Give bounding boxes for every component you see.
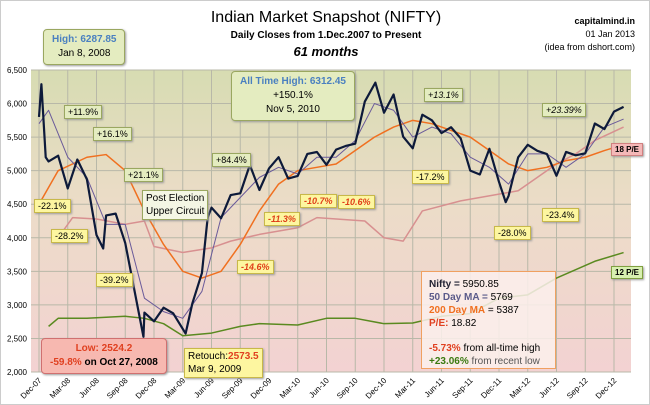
election-line2: Upper Circuit (146, 206, 205, 217)
brand: capitalmind.in (574, 16, 635, 26)
drawdown-callout: -23.4% (542, 208, 579, 222)
x-tick-label: Mar-09 (163, 376, 188, 401)
date: 01 Jan 2013 (585, 29, 635, 39)
low-label: Low: 2524.2 (75, 343, 133, 354)
ath-pct-text: from all-time high (463, 343, 541, 354)
y-tick-label: 2,000 (7, 368, 28, 377)
election-line1: Post Election (146, 193, 205, 204)
pe-value: 18.82 (451, 318, 477, 329)
y-tick-label: 6,000 (7, 100, 28, 109)
credit: (idea from dshort.com) (544, 42, 635, 52)
low-date: on Oct 27, 2008 (84, 357, 158, 368)
y-tick-label: 4,500 (7, 200, 28, 209)
gain-callout: +23.39% (542, 103, 586, 117)
pe18-label: 18 P/E (611, 143, 644, 156)
nifty-value: 5950.85 (462, 279, 499, 290)
ma50-label: 50 Day MA = (429, 292, 488, 303)
y-tick-label: 2,500 (7, 334, 28, 343)
chart-title: Indian Market Snapshot (NIFTY) (210, 9, 442, 26)
chart-subtitle: Daily Closes from 1.Dec.2007 to Present (230, 30, 422, 41)
ma200-label: 200 Day MA (429, 305, 486, 316)
x-tick-label: Sep-09 (220, 376, 245, 401)
low-pct-value: +23.06% (429, 356, 469, 367)
x-tick-label: Mar-11 (393, 376, 417, 400)
x-tick-label: Jun-10 (307, 376, 331, 400)
high-date: Jan 8, 2008 (58, 48, 111, 59)
nifty-label: Nifty = (429, 279, 460, 290)
x-tick-label: Mar-10 (278, 376, 303, 401)
gain-callout: +16.1% (93, 127, 132, 141)
drawdown-callout: -11.3% (264, 212, 300, 226)
series-nifty (37, 81, 625, 338)
ath-pct-value: -5.73% (429, 343, 461, 354)
drawdown-callout: -22.1% (34, 199, 71, 213)
y-tick-label: 3,500 (7, 267, 28, 276)
x-tick-label: Sep-12 (565, 376, 590, 401)
drawdown-callout: -17.2% (412, 170, 449, 184)
x-tick-label: Jun-09 (192, 376, 216, 400)
low-pct-text: from recent low (471, 356, 540, 367)
drawdown-callout: -39.2% (96, 273, 133, 287)
info-box: Nifty = 5950.85 50 Day MA = 5769 200 Day… (421, 271, 556, 369)
drawdown-callout: -28.0% (494, 226, 531, 240)
y-tick-label: 4,000 (7, 234, 28, 243)
ath-label: All Time High: 6312.45 (240, 76, 346, 87)
y-tick-label: 5,500 (7, 133, 28, 142)
x-tick-label: Dec-10 (364, 376, 389, 401)
retouch-value: 2573.5 (228, 351, 259, 362)
ath-pct: +150.1% (273, 90, 313, 101)
high-label: High: 6287.85 (52, 34, 117, 45)
ma50-value: 5769 (490, 292, 513, 303)
election-callout: Post Election Upper Circuit (142, 190, 209, 220)
gain-callout: +84.4% (212, 153, 251, 167)
series-50-day-ma (38, 103, 624, 319)
low-callout: Low: 2524.2 -59.8% on Oct 27, 2008 (41, 338, 167, 374)
x-tick-label: Jun-12 (537, 376, 561, 400)
y-tick-label: 6,500 (7, 66, 28, 75)
retouch-callout: Retouch:2573.5 Mar 9, 2009 (184, 348, 263, 378)
drawdown-callout: -28.2% (51, 229, 88, 243)
x-tick-label: Dec-07 (19, 376, 44, 401)
x-tick-label: Sep-10 (335, 376, 360, 401)
retouch-label: Retouch: (188, 351, 229, 362)
x-tick-label: Dec-12 (594, 376, 619, 401)
gain-callout: +21.1% (124, 168, 163, 182)
low-pct: -59.8% (50, 357, 82, 368)
x-tick-label: Mar-12 (508, 376, 533, 401)
x-tick-label: Sep-08 (105, 376, 130, 401)
y-tick-label: 5,000 (7, 167, 28, 176)
brand-block: capitalmind.in 01 Jan 2013 (idea from ds… (544, 15, 635, 54)
x-tick-label: Jun-11 (423, 376, 447, 400)
ath-date: Nov 5, 2010 (266, 104, 320, 115)
pe12-label: 12 P/E (611, 266, 644, 279)
drawdown-callout: -10.6% (338, 195, 375, 209)
y-tick-label: 3,000 (7, 301, 28, 310)
series-18-p-e (57, 126, 624, 254)
drawdown-callout: -14.6% (237, 260, 274, 274)
gain-callout: +13.1% (424, 88, 463, 102)
gain-callout: +11.9% (64, 105, 103, 119)
x-tick-label: Dec-08 (134, 376, 159, 401)
high-callout: High: 6287.85 Jan 8, 2008 (43, 29, 126, 65)
drawdown-callout: -10.7% (300, 194, 337, 208)
x-tick-label: Jun-08 (77, 376, 101, 400)
ath-callout: All Time High: 6312.45 +150.1% Nov 5, 20… (231, 71, 355, 121)
duration-label: 61 months (293, 44, 359, 59)
x-tick-label: Sep-11 (450, 376, 475, 401)
retouch-date: Mar 9, 2009 (188, 364, 242, 375)
pe-label: P/E: (429, 318, 449, 329)
x-tick-label: Dec-11 (479, 376, 504, 401)
ma200-value: = 5387 (487, 305, 519, 316)
x-tick-label: Mar-08 (48, 376, 73, 401)
x-tick-label: Dec-09 (249, 376, 274, 401)
